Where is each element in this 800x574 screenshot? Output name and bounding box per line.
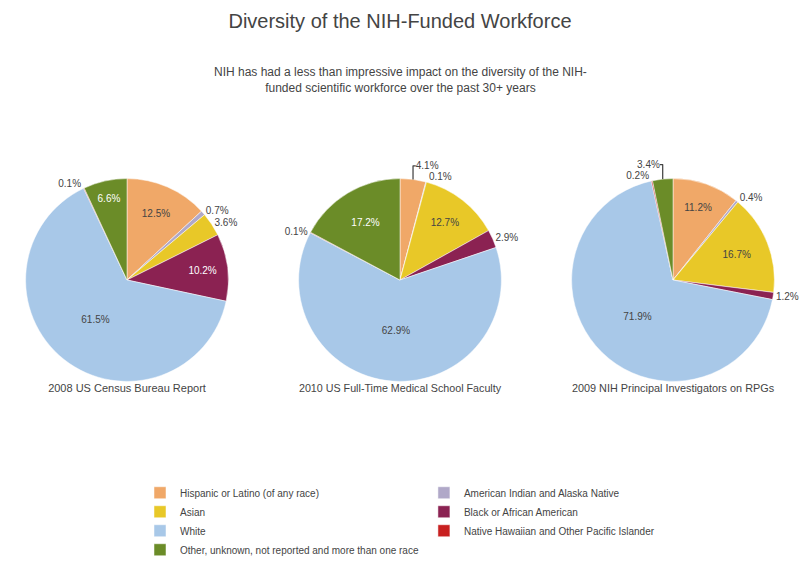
svg-text:American Indian and Alaska Nat: American Indian and Alaska Native: [464, 488, 620, 499]
svg-text:4.1%: 4.1%: [416, 160, 439, 171]
svg-text:1.2%: 1.2%: [776, 291, 799, 302]
svg-text:62.9%: 62.9%: [382, 325, 410, 336]
svg-text:2010 US Full-Time Medical Scho: 2010 US Full-Time Medical School Faculty: [299, 382, 502, 394]
svg-text:12.5%: 12.5%: [142, 208, 170, 219]
svg-text:11.2%: 11.2%: [684, 202, 712, 213]
svg-text:12.7%: 12.7%: [431, 217, 459, 228]
svg-text:Other, unknown, not reported a: Other, unknown, not reported and more th…: [180, 545, 419, 556]
svg-text:White: White: [180, 526, 206, 537]
svg-text:0.1%: 0.1%: [285, 226, 308, 237]
svg-text:Native Hawaiian and Other Paci: Native Hawaiian and Other Pacific Island…: [464, 526, 655, 537]
svg-text:61.5%: 61.5%: [81, 314, 109, 325]
svg-text:Black or African American: Black or African American: [464, 507, 578, 518]
svg-text:0.7%: 0.7%: [206, 205, 229, 216]
svg-text:0.4%: 0.4%: [740, 192, 763, 203]
svg-text:10.2%: 10.2%: [188, 265, 216, 276]
svg-text:NIH has had a less than impres: NIH has had a less than impressive impac…: [214, 65, 587, 95]
svg-text:16.7%: 16.7%: [723, 249, 751, 260]
svg-text:2009 NIH Principal Investigato: 2009 NIH Principal Investigators on RPGs: [572, 382, 775, 394]
svg-text:71.9%: 71.9%: [623, 311, 651, 322]
svg-text:0.2%: 0.2%: [626, 170, 649, 181]
svg-text:Diversity of the NIH-Funded Wo: Diversity of the NIH-Funded Workforce: [228, 10, 571, 32]
svg-text:2.9%: 2.9%: [495, 232, 518, 243]
svg-text:3.6%: 3.6%: [215, 217, 238, 228]
svg-text:3.4%: 3.4%: [637, 159, 660, 170]
svg-text:17.2%: 17.2%: [351, 217, 379, 228]
svg-text:0.1%: 0.1%: [58, 178, 81, 189]
svg-text:6.6%: 6.6%: [98, 193, 121, 204]
svg-text:0.1%: 0.1%: [429, 171, 452, 182]
svg-text:2008 US Census Bureau Report: 2008 US Census Bureau Report: [48, 382, 206, 394]
svg-text:Hispanic or Latino (of any rac: Hispanic or Latino (of any race): [180, 488, 319, 499]
svg-text:Asian: Asian: [180, 507, 205, 518]
